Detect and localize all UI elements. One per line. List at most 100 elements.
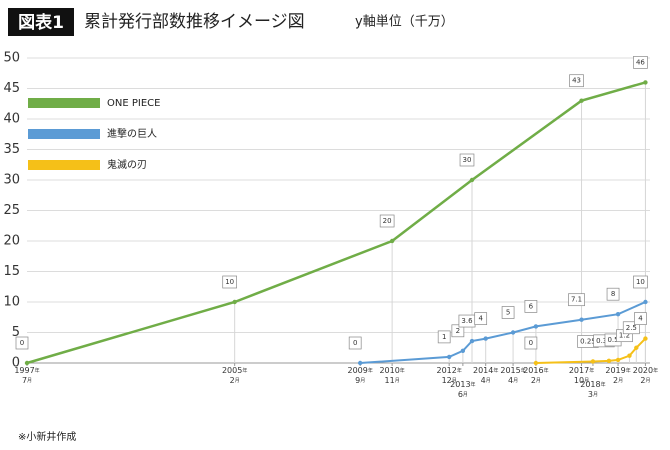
point — [643, 336, 648, 341]
y-tick-label: 35 — [3, 142, 20, 157]
note: ※小新井作成 — [18, 430, 76, 443]
y-tick-label: 15 — [3, 264, 20, 279]
data-label: 8 — [606, 287, 620, 301]
legend-label: ONE PIECE — [107, 98, 160, 109]
point — [615, 312, 621, 317]
series-line — [360, 301, 646, 364]
data-label-box — [459, 153, 475, 167]
data-label-text: 0.25 — [580, 337, 596, 345]
figure-badge — [8, 8, 74, 36]
data-label-box — [633, 56, 648, 69]
data-label: 7.1 — [568, 293, 585, 307]
data-label: 30 — [459, 153, 475, 167]
data-label: 0.25 — [577, 335, 599, 348]
legend-swatch — [28, 160, 100, 170]
data-label-text: 43 — [572, 77, 581, 85]
data-label-text: 2.5 — [626, 324, 637, 332]
data-label-text: 5 — [506, 309, 510, 317]
point — [232, 299, 237, 305]
y-tick-label: 30 — [3, 173, 20, 188]
point — [590, 359, 596, 364]
data-label: 6 — [524, 300, 538, 313]
data-label-text: 0 — [353, 339, 357, 347]
data-label: 0 — [15, 336, 29, 350]
chart-title: 累計発行部数推移イメージ図 — [84, 12, 305, 32]
y-tick-label: 45 — [3, 81, 20, 96]
x-tick-label: 2020年 2月 — [633, 366, 658, 385]
data-label-text: 20 — [383, 217, 392, 225]
data-label-text: 0 — [20, 339, 24, 347]
point — [446, 354, 452, 360]
y-tick-label: 20 — [3, 234, 20, 249]
data-label-text: 0.35 — [596, 337, 612, 345]
data-label-text: 46 — [636, 58, 645, 66]
y-tick-label: 0 — [12, 356, 20, 371]
x-tick-label: 1997年 7月 — [14, 366, 39, 385]
data-label-box — [568, 293, 585, 307]
data-label-text: 30 — [463, 156, 472, 164]
x-tick-label: 2018年 3月 — [580, 380, 605, 399]
data-label-box — [474, 312, 488, 325]
data-label-box — [222, 275, 237, 289]
point — [510, 330, 516, 335]
point — [643, 80, 648, 85]
point — [469, 338, 475, 344]
y-tick-label: 10 — [3, 295, 20, 310]
x-tick-label: 2013年 6月 — [450, 380, 475, 399]
x-tick-label: 2015年 4月 — [500, 366, 525, 385]
legend-swatch — [28, 129, 100, 139]
data-label: 20 — [379, 214, 395, 228]
data-label-box — [348, 336, 362, 350]
y-tick-label: 5 — [12, 325, 20, 340]
point — [460, 348, 466, 353]
legend-label: 進撃の巨人 — [107, 127, 157, 140]
data-label-text: 2 — [456, 327, 460, 335]
data-label: 0 — [348, 336, 362, 350]
data-label-text: 0 — [529, 339, 533, 347]
point — [606, 358, 612, 364]
point — [357, 360, 363, 366]
y-tick-label: 40 — [3, 112, 20, 127]
series-line — [26, 81, 646, 365]
data-label: 3.6 — [458, 314, 476, 328]
data-label-box — [633, 275, 648, 289]
legend-swatch — [28, 98, 100, 108]
point — [579, 317, 584, 322]
point — [389, 238, 395, 244]
data-label-text: 10 — [636, 278, 645, 286]
data-label-box — [379, 214, 395, 228]
data-label-box — [437, 330, 451, 344]
data-label-box — [606, 287, 620, 301]
data-label-text: 1.2 — [619, 332, 630, 340]
data-label-text: 7.1 — [571, 296, 582, 304]
x-tick-label: 2005年 2月 — [222, 366, 247, 385]
x-tick-label: 2012年 12月 — [436, 366, 461, 385]
data-label-text: 8 — [611, 290, 615, 298]
data-label: 4 — [634, 312, 647, 325]
chart-subtitle: y軸単位（千万） — [355, 14, 454, 30]
data-label-box — [524, 336, 538, 350]
data-label-box — [569, 74, 584, 88]
data-label: 5 — [501, 306, 515, 319]
data-label-text: 0.5 — [607, 336, 618, 344]
data-label-text: 4 — [478, 315, 483, 323]
point — [24, 360, 30, 366]
data-label: 4 — [474, 312, 488, 325]
data-label: 10 — [633, 275, 648, 289]
data-label-text: 6 — [529, 302, 534, 310]
data-label-box — [634, 312, 647, 325]
point — [627, 353, 632, 358]
x-tick-label: 2019年 2月 — [605, 366, 630, 385]
data-label-box — [501, 306, 515, 319]
point — [533, 324, 539, 329]
point — [634, 345, 639, 350]
data-label-text: 1 — [442, 333, 446, 341]
y-tick-label: 25 — [3, 203, 20, 218]
data-label-box — [524, 300, 538, 313]
x-tick-label: 2009年 9月 — [347, 366, 372, 385]
figure-label: 図表1 — [18, 12, 64, 33]
data-label: 46 — [633, 56, 648, 69]
data-label: 1 — [437, 330, 451, 344]
point — [615, 357, 621, 363]
